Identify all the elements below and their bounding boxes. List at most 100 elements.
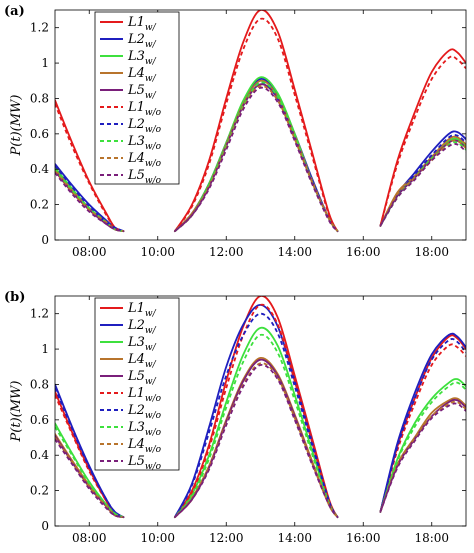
- y-tick-label: 0.8: [30, 91, 49, 105]
- series-line-l4-w-seg2: [173, 357, 339, 519]
- legend-label-subscript: w/: [145, 57, 157, 67]
- y-tick-label: 0.4: [30, 162, 49, 176]
- legend-label-name: L4: [127, 437, 145, 452]
- x-tick-label: 18:00: [414, 245, 449, 259]
- series-line-l4-wo-seg2: [174, 85, 339, 232]
- legend-label-name: L3: [127, 134, 145, 149]
- series-line-l1-wo-seg2: [174, 17, 339, 232]
- y-tick-label: 1: [41, 56, 49, 70]
- series-line-l2-wo-seg3: [379, 134, 466, 227]
- y-axis-label: P(t)(MW): [9, 95, 24, 157]
- plot-frame: [54, 9, 467, 241]
- legend-label-name: L4: [127, 66, 145, 81]
- series-line-l5-wo-seg3: [379, 402, 466, 513]
- legend-label-subscript: w/: [145, 377, 157, 387]
- legend: L1w/L2w/L3w/L4w/L5w/L1w/oL2w/oL3w/oL4w/o…: [94, 297, 180, 472]
- legend-label: L4w/o: [127, 437, 162, 455]
- legend-label-name: L5: [127, 168, 145, 183]
- series-line-l5-wo-seg1: [55, 172, 124, 233]
- legend-label: L3w/: [127, 335, 157, 353]
- series-line-l2-wo-seg1: [55, 387, 124, 518]
- legend-label-name: L3: [127, 335, 145, 350]
- legend-label-name: L3: [127, 420, 145, 435]
- series-line-l3-wo-seg1: [55, 426, 124, 518]
- legend-label-subscript: w/: [145, 309, 157, 319]
- y-tick-label: 0.8: [30, 377, 49, 391]
- legend-label-name: L5: [127, 369, 145, 384]
- chart-panel-a: 0 0.2 0.4 0.6 0.8 1 1.2 08:00 10:00 12:00 14:00 16:…: [4, 4, 467, 259]
- series-line-l4-wo-seg3: [379, 400, 466, 513]
- legend-label: L4w/o: [127, 151, 162, 169]
- panel-label: (a): [4, 4, 25, 19]
- legend-label-subscript: w/: [145, 91, 157, 101]
- legend-label: L4w/: [127, 66, 157, 84]
- x-tick-label: 10:00: [140, 245, 175, 259]
- y-tick-label: 0: [41, 519, 49, 533]
- legend-label-name: L2: [127, 318, 145, 333]
- legend-label-name: L3: [127, 49, 145, 64]
- legend-label: L2w/o: [127, 117, 162, 135]
- series-line-l5-wo-seg2: [174, 86, 339, 232]
- panel-label: (b): [4, 290, 25, 305]
- series-line-l2-w-seg3: [379, 332, 466, 513]
- series-line-l1-w-seg3: [379, 48, 466, 227]
- legend-label: L5w/o: [127, 168, 162, 186]
- series-lines: [55, 10, 466, 233]
- legend-label: L5w/: [127, 83, 157, 101]
- legend-label-name: L2: [127, 117, 145, 132]
- legend-label-subscript: w/o: [145, 445, 162, 455]
- y-tick-label: 1.2: [30, 21, 49, 35]
- series-line-l3-w-seg3: [379, 378, 466, 513]
- x-tick-label: 14:00: [277, 531, 312, 545]
- legend-label-name: L1: [127, 15, 145, 30]
- x-tick-label: 10:00: [140, 531, 175, 545]
- legend-label-subscript: w/: [145, 40, 157, 50]
- series-line-l3-w-seg3: [379, 137, 466, 227]
- legend-label-subscript: w/: [145, 343, 157, 353]
- legend-label-name: L2: [127, 403, 145, 418]
- y-tick-label: 0.6: [30, 127, 49, 141]
- series-line-l1-wo-seg1: [55, 103, 124, 233]
- series-line-l3-wo-seg2: [174, 333, 339, 518]
- legend-label-name: L5: [127, 454, 145, 469]
- legend-label: L1w/o: [127, 100, 162, 118]
- legend: L1w/L2w/L3w/L4w/L5w/L1w/oL2w/oL3w/oL4w/o…: [94, 11, 180, 186]
- x-tick-label: 18:00: [414, 531, 449, 545]
- x-tick-label: 12:00: [209, 245, 244, 259]
- legend-label-subscript: w/o: [145, 462, 162, 472]
- legend-label: L1w/: [127, 301, 157, 319]
- series-line-l2-wo-seg2: [174, 312, 339, 518]
- y-tick-label: 0.6: [30, 413, 49, 427]
- series-line-l4-w-seg3: [379, 397, 466, 513]
- legend-label-subscript: w/o: [145, 108, 162, 118]
- x-tick-label: 16:00: [346, 531, 381, 545]
- series-line-l1-w-seg3: [379, 334, 466, 513]
- series-line-l5-wo-seg3: [379, 143, 466, 227]
- legend-label-subscript: w/: [145, 23, 157, 33]
- legend-label-name: L1: [127, 386, 145, 401]
- series-line-l1-wo-seg3: [379, 55, 466, 227]
- legend-label: L5w/: [127, 369, 157, 387]
- y-tick-label: 1: [41, 342, 49, 356]
- y-axis-label: P(t)(MW): [9, 381, 24, 443]
- legend-box: [94, 11, 180, 185]
- series-line-l2-wo-seg3: [379, 338, 466, 513]
- legend-label: L3w/o: [127, 134, 162, 152]
- chart-panel-b: 0 0.2 0.4 0.6 0.8 1 1.2 08:00 10:00 12:00 14:00 16:…: [4, 290, 467, 545]
- series-line-l3-wo-seg3: [379, 381, 466, 513]
- legend-label-subscript: w/o: [145, 176, 162, 186]
- series-lines: [55, 296, 466, 519]
- series-line-l5-wo-seg2: [174, 363, 339, 518]
- legend-label-name: L1: [127, 301, 145, 316]
- legend-label: L2w/o: [127, 403, 162, 421]
- legend-label-subscript: w/o: [145, 411, 162, 421]
- x-tick-label: 08:00: [72, 531, 107, 545]
- legend-label-subscript: w/o: [145, 125, 162, 135]
- legend-label: L2w/: [127, 318, 157, 336]
- series-line-l1-w-seg2: [173, 10, 339, 233]
- legend-label: L1w/: [127, 15, 157, 33]
- y-tick-label: 0.4: [30, 448, 49, 462]
- plot-frame: [54, 295, 467, 527]
- legend-label: L4w/: [127, 352, 157, 370]
- x-tick-label: 16:00: [346, 245, 381, 259]
